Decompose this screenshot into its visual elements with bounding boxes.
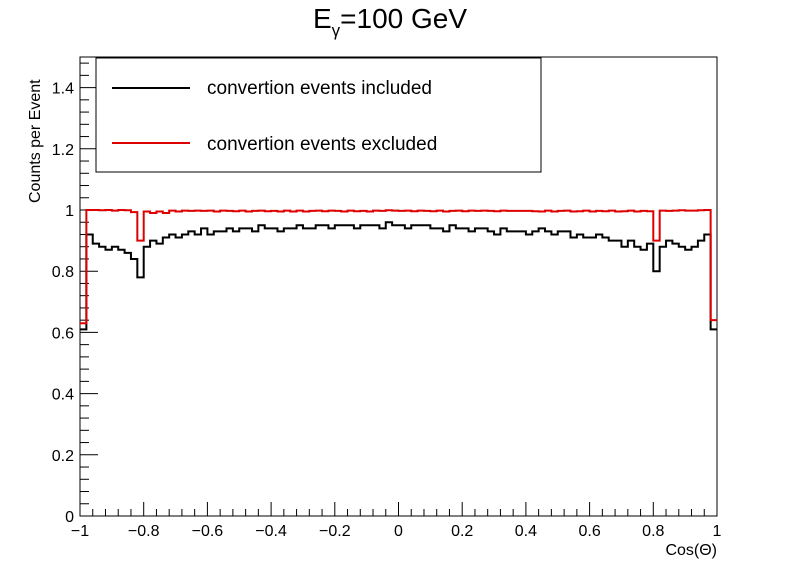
x-tick-label: 0.8 [642, 523, 664, 540]
x-axis-title: Cos(Θ) [665, 542, 717, 559]
series-line-excluded [80, 209, 717, 325]
chart-title-main: E [313, 3, 332, 34]
y-axis-ticks [80, 62, 98, 517]
chart-title-rest: =100 GeV [340, 3, 467, 34]
chart-title-sub: γ [332, 21, 341, 40]
x-tick-label: 0.4 [515, 523, 537, 540]
y-tick-label: 1.2 [52, 142, 74, 159]
x-tick-label: 0.6 [578, 523, 600, 540]
y-tick-label: 0 [65, 509, 74, 526]
series-line-included [80, 221, 717, 331]
x-tick-label: 0 [394, 523, 403, 540]
x-tick-label: 0.2 [451, 523, 473, 540]
y-tick-label: 1 [65, 203, 74, 220]
y-tick-label: 0.8 [52, 264, 74, 281]
legend-label-excluded: convertion events excluded [207, 134, 437, 155]
x-axis-ticks [79, 502, 718, 516]
y-tick-label: 1.4 [52, 81, 74, 98]
x-tick-label: 1 [713, 523, 722, 540]
y-axis-tick-labels: 0 0.2 0.4 0.6 0.8 1 1.2 1.4 [52, 81, 74, 526]
y-tick-label: 0.4 [52, 387, 74, 404]
y-tick-label: 0.2 [52, 448, 74, 465]
chart-title: Eγ=100 GeV [313, 3, 467, 40]
y-axis-title: Counts per Event [27, 79, 44, 203]
y-tick-label: 0.6 [52, 325, 74, 342]
x-tick-label: −1 [71, 523, 89, 540]
x-tick-label: −0.2 [319, 523, 351, 540]
legend: convertion events included convertion ev… [95, 57, 542, 173]
x-axis-tick-labels: −1 −0.8 −0.6 −0.4 −0.2 0 0.2 0.4 0.6 0.8 1 [71, 523, 722, 540]
x-tick-label: −0.8 [128, 523, 160, 540]
legend-label-included: convertion events included [207, 78, 432, 99]
x-tick-label: −0.6 [192, 523, 224, 540]
x-tick-label: −0.4 [255, 523, 287, 540]
series-group [80, 209, 717, 331]
legend-box [95, 57, 542, 173]
